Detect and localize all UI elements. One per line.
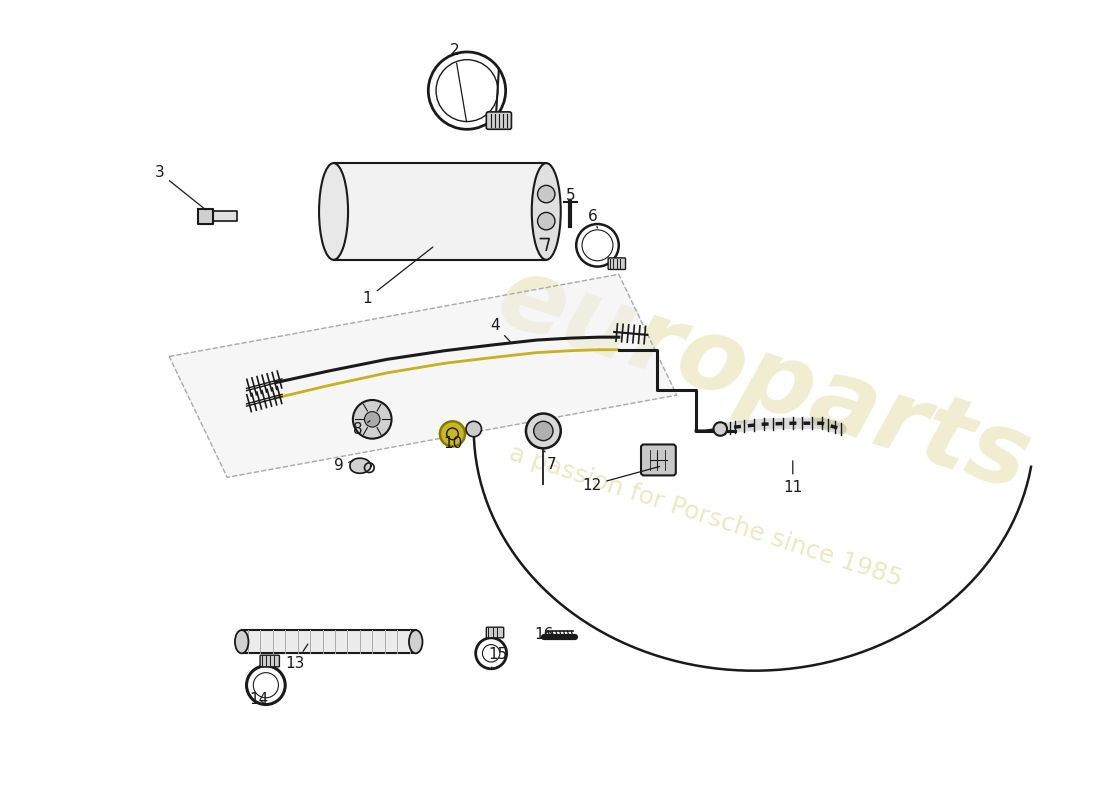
- Text: 16: 16: [535, 627, 554, 642]
- Text: 7: 7: [544, 451, 556, 472]
- FancyBboxPatch shape: [608, 258, 626, 270]
- Text: 4: 4: [491, 318, 510, 342]
- Ellipse shape: [319, 163, 348, 260]
- Circle shape: [466, 422, 482, 437]
- FancyBboxPatch shape: [260, 655, 279, 667]
- FancyBboxPatch shape: [641, 445, 675, 475]
- FancyBboxPatch shape: [486, 627, 504, 638]
- Ellipse shape: [531, 163, 561, 260]
- Polygon shape: [350, 458, 371, 474]
- Text: 5: 5: [565, 187, 575, 214]
- FancyBboxPatch shape: [486, 112, 512, 130]
- Text: 11: 11: [783, 461, 802, 494]
- Text: 9: 9: [333, 458, 353, 474]
- Ellipse shape: [538, 186, 556, 202]
- Text: 2: 2: [450, 42, 466, 122]
- Polygon shape: [198, 209, 212, 224]
- Text: 6: 6: [587, 209, 597, 228]
- Circle shape: [364, 412, 380, 427]
- Polygon shape: [333, 163, 547, 260]
- Ellipse shape: [409, 630, 422, 654]
- Text: 8: 8: [353, 421, 370, 437]
- Circle shape: [440, 422, 465, 446]
- Text: 10: 10: [443, 436, 462, 451]
- Text: 1: 1: [363, 247, 433, 306]
- Polygon shape: [169, 274, 676, 478]
- Polygon shape: [212, 211, 236, 221]
- Text: 15: 15: [488, 646, 507, 669]
- Ellipse shape: [235, 630, 249, 654]
- Text: 3: 3: [155, 166, 206, 210]
- Circle shape: [534, 422, 553, 441]
- Text: 12: 12: [582, 466, 660, 493]
- Polygon shape: [242, 630, 416, 654]
- Circle shape: [353, 400, 392, 438]
- Ellipse shape: [538, 213, 556, 230]
- Text: 13: 13: [285, 644, 308, 671]
- Circle shape: [714, 422, 727, 436]
- Circle shape: [526, 414, 561, 448]
- Text: 14: 14: [250, 692, 268, 707]
- Text: europarts: europarts: [486, 249, 1042, 512]
- Text: a passion for Porsche since 1985: a passion for Porsche since 1985: [506, 441, 905, 591]
